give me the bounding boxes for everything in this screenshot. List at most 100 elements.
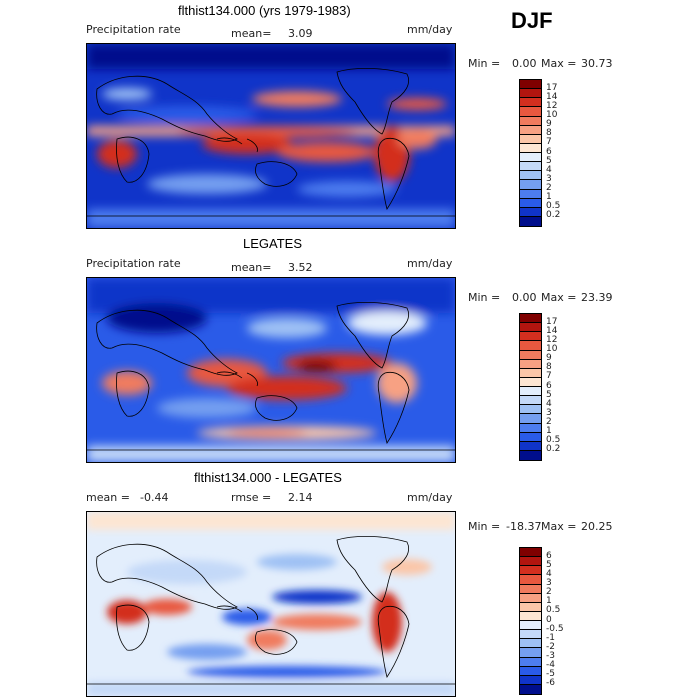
colorbar-segment: [520, 611, 541, 621]
panel-1-colorbar: [519, 79, 542, 227]
colorbar-label: 10: [546, 110, 558, 120]
colorbar-segment: [520, 359, 541, 369]
colorbar-segment: [520, 593, 541, 603]
colorbar-label: 7: [546, 137, 552, 148]
colorbar-segment: [520, 684, 541, 694]
colorbar-segment: [520, 134, 541, 144]
colorbar-label: -4: [546, 660, 555, 671]
panel-2-min-value: 0.00: [512, 291, 537, 304]
panel-2-mean-value: 3.52: [288, 261, 313, 274]
colorbar-segment: [520, 350, 541, 360]
colorbar-label: 6: [546, 146, 552, 157]
colorbar-label: 9: [546, 353, 552, 364]
colorbar-segment: [520, 143, 541, 153]
panel-3-colorbar: [519, 547, 542, 695]
colorbar-segment: [520, 630, 541, 640]
colorbar-segment: [520, 423, 541, 433]
colorbar-segment: [520, 377, 541, 387]
panel-3-mean-value: -0.44: [140, 491, 169, 504]
colorbar-segment: [520, 171, 541, 181]
panel-3-unit: mm/day: [407, 491, 453, 504]
colorbar-label: 1: [546, 192, 552, 203]
colorbar-segment: [520, 98, 541, 108]
colorbar-label: 4: [546, 164, 552, 175]
panel-1-title: flthist134.000 (yrs 1979-1983): [178, 3, 351, 18]
colorbar-segment: [520, 414, 541, 424]
colorbar-segment: [520, 314, 541, 324]
panel-1-variable-label: Precipitation rate: [86, 23, 181, 36]
panel-1-mean-value: 3.09: [288, 27, 313, 40]
colorbar-segment: [520, 153, 541, 163]
panel-2-max-label: Max =: [541, 291, 577, 304]
colorbar-label: 17: [546, 82, 558, 93]
panel-1-max-label: Max =: [541, 57, 577, 70]
colorbar-label: 3: [546, 578, 552, 588]
colorbar-label: 1: [546, 426, 552, 437]
colorbar-segment: [520, 125, 541, 135]
colorbar-label: 6: [546, 550, 552, 561]
colorbar-segment: [520, 116, 541, 126]
colorbar-label: 4: [546, 568, 552, 579]
colorbar-label: 12: [546, 334, 558, 345]
colorbar-segment: [520, 341, 541, 351]
colorbar-segment: [520, 621, 541, 631]
colorbar-label: -1: [546, 632, 555, 643]
colorbar-segment: [520, 548, 541, 558]
colorbar-label: 2: [546, 417, 552, 427]
panel-3-title: flthist134.000 - LEGATES: [194, 470, 342, 485]
colorbar-segment: [520, 602, 541, 612]
colorbar-label: 3: [546, 407, 552, 418]
colorbar-label: 8: [546, 128, 552, 139]
colorbar-segment: [520, 162, 541, 172]
colorbar-segment: [520, 666, 541, 676]
colorbar-label: 10: [546, 344, 558, 354]
colorbar-label: -3: [546, 651, 555, 661]
colorbar-label: 0.5: [546, 201, 561, 212]
colorbar-segment: [520, 405, 541, 415]
colorbar-label: 0.2: [546, 210, 561, 221]
colorbar-segment: [520, 332, 541, 342]
colorbar-label: 14: [546, 325, 558, 336]
panel-1-map-field: [87, 44, 455, 228]
panel-2-map: [86, 277, 456, 463]
colorbar-segment: [520, 657, 541, 667]
panel-3-map: [86, 511, 456, 697]
colorbar-segment: [520, 323, 541, 333]
colorbar-segment: [520, 216, 541, 226]
panel-3-rmse-label: rmse =: [231, 491, 272, 504]
panel-3-rmse-value: 2.14: [288, 491, 313, 504]
panel-2-variable-label: Precipitation rate: [86, 257, 181, 270]
colorbar-label: 5: [546, 389, 552, 400]
colorbar-label: -5: [546, 669, 555, 680]
colorbar-label: 0.2: [546, 444, 561, 455]
panel-2-mean-label: mean=: [231, 261, 272, 274]
colorbar-segment: [520, 80, 541, 90]
panel-3-mean-label: mean =: [86, 491, 130, 504]
colorbar-segment: [520, 387, 541, 397]
colorbar-segment: [520, 198, 541, 208]
panel-2-max-value: 23.39: [581, 291, 613, 304]
colorbar-label: 14: [546, 91, 558, 102]
panel-2-map-field: [87, 278, 455, 462]
panel-3-min-value: -18.37: [506, 520, 542, 533]
colorbar-label: 2: [546, 587, 552, 598]
colorbar-label: 5: [546, 155, 552, 166]
panel-3-max-label: Max =: [541, 520, 577, 533]
colorbar-segment: [520, 189, 541, 199]
panel-2-unit: mm/day: [407, 257, 453, 270]
panel-1-max-value: 30.73: [581, 57, 613, 70]
colorbar-label: 3: [546, 173, 552, 184]
colorbar-segment: [520, 441, 541, 451]
colorbar-label: 8: [546, 362, 552, 373]
colorbar-segment: [520, 180, 541, 190]
colorbar-label: -0.5: [546, 623, 564, 634]
colorbar-label: 17: [546, 316, 558, 327]
season-label: DJF: [511, 8, 553, 33]
colorbar-label: 2: [546, 183, 552, 193]
colorbar-label: 4: [546, 398, 552, 409]
colorbar-label: 12: [546, 100, 558, 111]
colorbar-label: 0.5: [546, 605, 561, 616]
colorbar-label: -2: [546, 641, 555, 652]
panel-2-title: LEGATES: [243, 236, 303, 251]
colorbar-label: 0: [546, 614, 552, 625]
